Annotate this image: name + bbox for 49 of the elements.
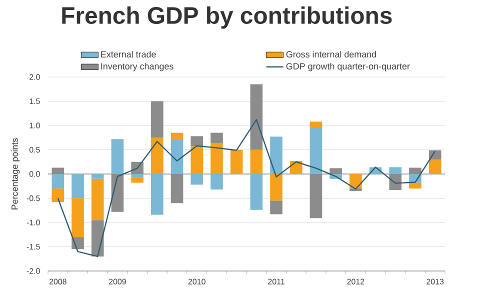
legend-label: Inventory changes	[101, 62, 174, 72]
bar	[250, 174, 263, 210]
line-series	[57, 119, 436, 258]
bar	[210, 174, 223, 190]
bar	[350, 174, 362, 189]
bar	[310, 126, 322, 174]
y-axis-title: Percentage points	[11, 138, 20, 210]
bar	[111, 139, 124, 174]
bar	[52, 168, 64, 174]
bar	[428, 159, 442, 174]
bar	[72, 198, 84, 238]
bar	[310, 174, 322, 218]
bar	[270, 200, 282, 214]
bar	[190, 146, 204, 174]
bar	[131, 178, 144, 183]
legend-label: GDP growth quarter-on-quarter	[286, 62, 410, 72]
bar	[230, 150, 243, 174]
legend-label: Gross internal demand	[286, 50, 376, 58]
bar	[151, 174, 164, 215]
bar	[52, 174, 64, 189]
bar	[250, 84, 263, 150]
bar	[170, 132, 184, 140]
bar	[330, 168, 342, 174]
bar	[190, 136, 204, 146]
bar	[270, 174, 282, 201]
chart-title: French GDP by contributions	[62, 6, 392, 29]
bar	[72, 174, 84, 198]
bar	[170, 174, 184, 204]
bar	[91, 178, 104, 220]
bar	[190, 174, 204, 185]
bar	[409, 182, 422, 189]
bar	[111, 174, 124, 212]
bar	[210, 142, 223, 174]
bar	[131, 174, 144, 178]
bar	[91, 174, 104, 179]
bar	[52, 188, 64, 202]
bar	[389, 167, 402, 174]
legend-label: External trade	[101, 50, 156, 58]
bar	[250, 150, 263, 174]
bar	[91, 220, 104, 256]
bar	[170, 140, 184, 174]
bar	[151, 101, 164, 138]
bar	[428, 150, 442, 160]
bar	[409, 168, 422, 174]
bar	[151, 138, 164, 174]
bar	[389, 174, 402, 190]
bar	[310, 122, 322, 127]
bar	[270, 136, 282, 174]
bar	[210, 132, 223, 143]
